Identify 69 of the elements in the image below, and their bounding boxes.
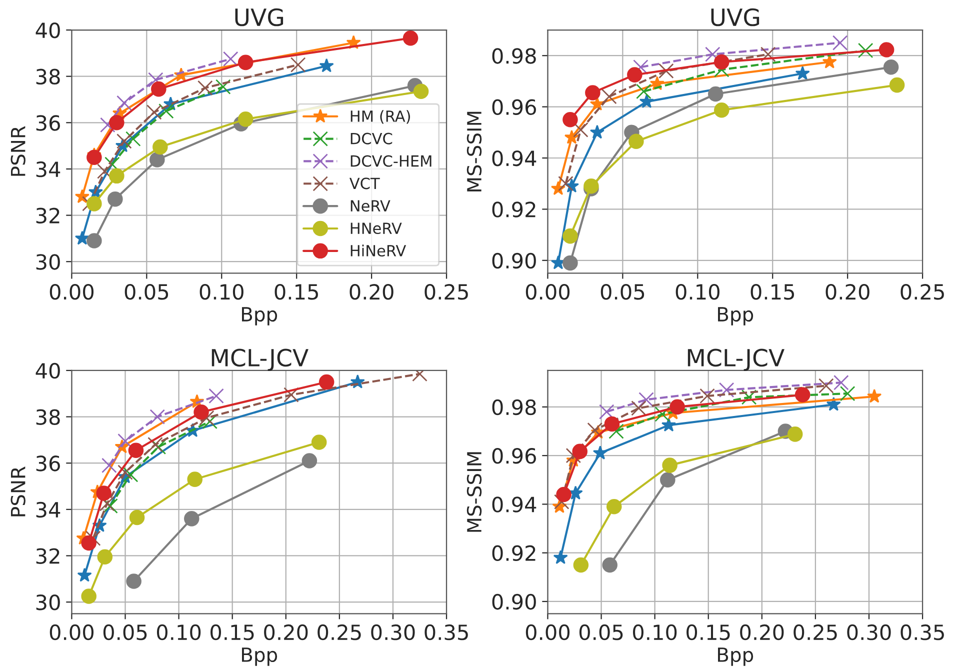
x-tick-label: 0.15 (686, 624, 730, 640)
legend-label: VCT (350, 178, 380, 190)
x-axis-title: Bpp (242, 648, 278, 666)
x-tick-label: 0.25 (900, 284, 944, 300)
y-tick-label: 32 (36, 208, 60, 224)
x-tick-label: 0.00 (50, 624, 94, 640)
x-axis-title: Bpp (718, 648, 754, 666)
y-tick-label: 0.92 (492, 202, 536, 218)
y-axis-title: PSNR (10, 126, 26, 176)
y-tick-label: 0.94 (492, 496, 536, 512)
y-tick-label: 34 (36, 502, 60, 518)
y-axis-title: PSNR (10, 466, 26, 516)
x-tick-label: 0.20 (740, 624, 784, 640)
y-tick-label: 36 (36, 456, 60, 472)
legend-label: DCVC (350, 132, 392, 144)
legend-label: HiNeRV (350, 244, 406, 256)
x-tick-label: 0.10 (676, 284, 720, 300)
x-axis-title: Bpp (242, 307, 278, 326)
x-tick-label: 0.05 (579, 624, 623, 640)
y-axis-title: MS-SSIM (466, 452, 482, 532)
y-tick-label: 38 (36, 68, 60, 85)
y-tick-label: 36 (36, 115, 60, 131)
x-tick-label: 0.15 (210, 624, 254, 640)
y-tick-label: 34 (36, 161, 60, 178)
y-tick-label: 0.96 (492, 448, 536, 464)
chart-title: MCL-JCV (688, 348, 784, 372)
y-tick-label: 0.98 (492, 48, 536, 64)
x-tick-label: 0.30 (847, 624, 891, 640)
x-tick-label: 0.00 (50, 284, 94, 300)
x-tick-label: 0.10 (632, 624, 677, 640)
y-tick-label: 30 (36, 594, 60, 610)
legend-label: HM (RA) (350, 110, 410, 124)
y-tick-label: 40 (36, 362, 60, 379)
x-tick-label: 0.20 (826, 284, 870, 300)
legend-label: DCVC-HEM (350, 155, 432, 167)
y-tick-label: 40 (36, 22, 60, 38)
x-tick-label: 0.15 (274, 284, 318, 300)
x-tick-label: 0.35 (424, 624, 468, 640)
x-tick-label: 0.00 (526, 624, 570, 640)
x-tick-label: 0.05 (600, 284, 644, 300)
x-tick-label: 0.00 (526, 284, 570, 300)
y-tick-label: 0.92 (492, 545, 536, 562)
y-tick-label: 0.90 (492, 594, 536, 610)
y-tick-label: 0.98 (492, 399, 536, 416)
y-tick-label: 0.94 (492, 150, 536, 166)
legend-label: NeRV (350, 200, 390, 212)
x-tick-label: 0.15 (750, 284, 794, 300)
x-tick-label: 0.05 (124, 284, 168, 300)
legend-label: HNeRV (350, 222, 402, 234)
x-tick-label: 0.20 (264, 624, 308, 640)
x-tick-label: 0.05 (103, 624, 147, 640)
x-tick-label: 0.25 (318, 624, 361, 640)
chart-title: MCL-JCV (212, 348, 308, 372)
x-tick-label: 0.30 (371, 624, 415, 640)
y-tick-label: 32 (36, 548, 60, 564)
chart-title: UVG (711, 8, 760, 26)
y-tick-label: 0.90 (492, 252, 536, 269)
y-tick-label: 0.96 (492, 99, 536, 116)
y-tick-label: 38 (36, 409, 60, 425)
chart-title: UVG (235, 8, 284, 26)
x-tick-label: 0.10 (200, 284, 244, 300)
x-tick-label: 0.25 (794, 624, 837, 640)
y-tick-label: 30 (36, 254, 60, 270)
x-axis-title: Bpp (718, 307, 754, 326)
y-axis-title: MS-SSIM (466, 112, 482, 192)
x-tick-label: 0.10 (156, 624, 201, 640)
x-tick-label: 0.35 (900, 624, 944, 640)
x-tick-label: 0.25 (424, 284, 468, 300)
x-tick-label: 0.20 (350, 284, 394, 300)
